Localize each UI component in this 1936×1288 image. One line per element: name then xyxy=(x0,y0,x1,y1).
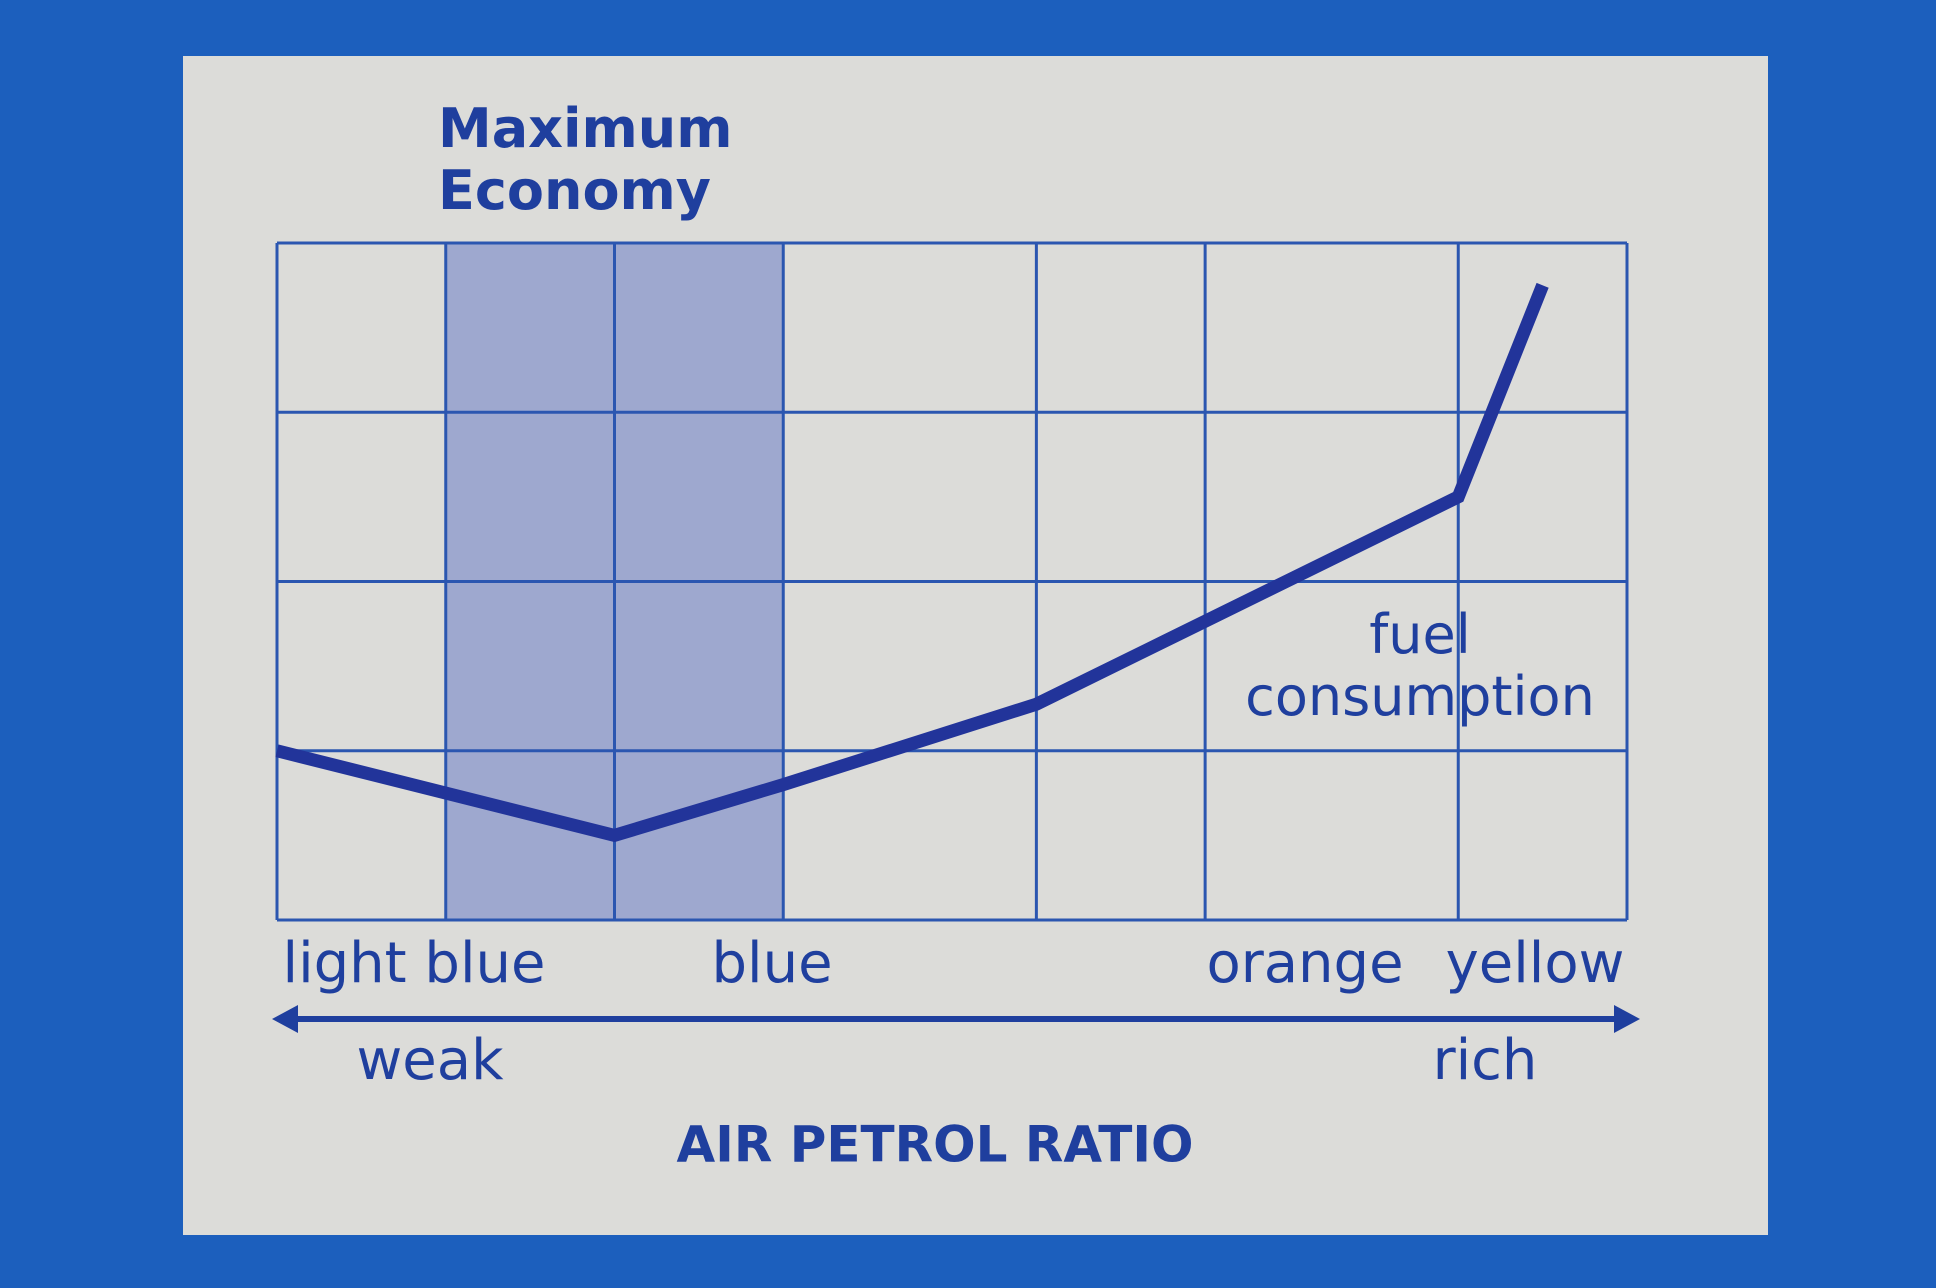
axis-end-label: rich xyxy=(1433,1028,1538,1093)
arrow-head xyxy=(1614,1005,1640,1033)
chart-title: Maximum Economy xyxy=(438,97,733,222)
flame-color-label: yellow xyxy=(1446,931,1625,996)
series-label: fuel consumption xyxy=(1245,603,1595,728)
line xyxy=(275,282,1549,843)
x-axis-label: AIR PETROL RATIO xyxy=(677,1116,1194,1174)
flame-color-label: light blue xyxy=(283,931,546,996)
arrow-head xyxy=(272,1005,298,1033)
flame-color-label: blue xyxy=(711,931,832,996)
axis-end-label: weak xyxy=(357,1028,505,1093)
flame-color-label: orange xyxy=(1206,931,1403,996)
